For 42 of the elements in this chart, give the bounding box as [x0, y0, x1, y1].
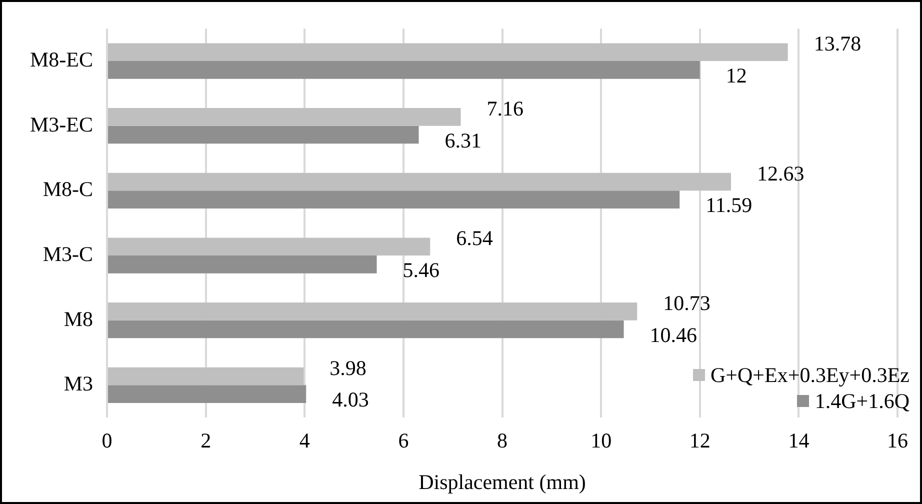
y-tick-label: M3-EC — [30, 112, 93, 136]
x-tick-label: 6 — [398, 428, 409, 453]
x-tick-label: 10 — [590, 428, 612, 453]
data-label: 3.98 — [330, 356, 366, 380]
bar — [108, 256, 377, 274]
bar — [108, 172, 731, 191]
x-tick-label: 0 — [102, 428, 112, 453]
data-label: 12.63 — [757, 161, 804, 186]
bar — [108, 320, 624, 338]
data-label: 12 — [726, 63, 747, 88]
bar — [108, 108, 461, 126]
x-axis-title: Displacement (mm) — [418, 470, 586, 494]
x-tick-label: 16 — [887, 428, 908, 453]
data-label: 4.03 — [332, 388, 369, 412]
data-label: 11.59 — [706, 193, 752, 218]
data-label: 10.73 — [663, 290, 710, 315]
legend-label: G+Q+Ex+0.3Ey+0.3Ez — [710, 362, 910, 388]
y-tick-label: M8-C — [42, 177, 93, 202]
data-label: 6.54 — [456, 226, 494, 250]
data-label: 13.78 — [814, 32, 862, 56]
y-tick-label: M3 — [64, 372, 93, 396]
x-tick-label: 2 — [200, 428, 212, 453]
bar — [108, 385, 306, 404]
bar — [108, 238, 430, 256]
bar — [108, 302, 638, 320]
x-tick-label: 12 — [689, 428, 710, 453]
x-tick-label: 8 — [497, 428, 508, 453]
data-label: 5.46 — [402, 258, 440, 282]
data-label: 10.46 — [650, 322, 698, 347]
data-label: 6.31 — [444, 128, 482, 152]
y-tick-label: M8 — [64, 306, 93, 331]
bar — [108, 190, 680, 209]
bar — [108, 61, 700, 79]
y-tick-label: M3-C — [42, 242, 93, 266]
data-label: 7.16 — [486, 96, 524, 120]
legend-label: 1.4G+1.6Q — [814, 388, 910, 414]
y-tick-label: M8-EC — [30, 48, 93, 72]
bar — [108, 43, 788, 62]
bar — [108, 367, 304, 386]
x-tick-label: 14 — [788, 428, 810, 453]
bar — [108, 126, 419, 144]
x-tick-label: 4 — [299, 428, 310, 453]
